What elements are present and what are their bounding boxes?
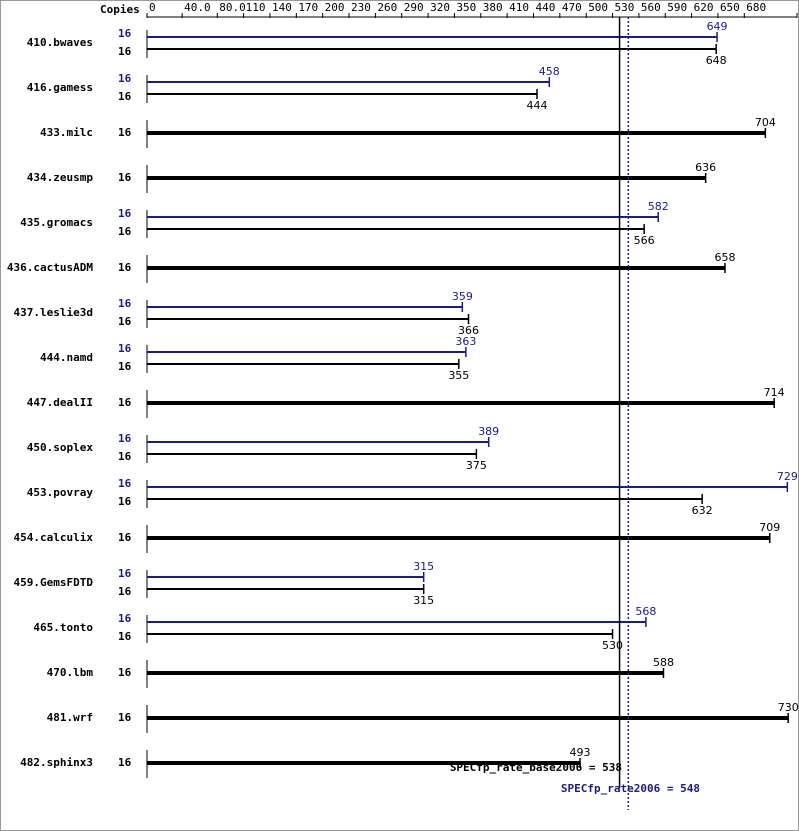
category-label: 433.milc xyxy=(40,126,93,139)
x-tick-label: 590 xyxy=(667,1,687,14)
copies-label: 16 xyxy=(118,171,132,184)
x-tick-label: 440 xyxy=(535,1,555,14)
reference-label: SPECfp_rate_base2006 = 538 xyxy=(450,761,622,774)
copies-label: 16 xyxy=(118,72,132,85)
category-label: 447.dealII xyxy=(27,396,93,409)
value-label: 315 xyxy=(413,560,434,573)
x-tick-label: 260 xyxy=(377,1,397,14)
value-label: 730 xyxy=(778,701,799,714)
copies-header: Copies xyxy=(100,3,140,16)
value-label: 566 xyxy=(634,234,655,247)
x-tick-label: 350 xyxy=(456,1,476,14)
category-label: 437.leslie3d xyxy=(14,306,93,319)
copies-label: 16 xyxy=(118,756,132,769)
value-label: 568 xyxy=(635,605,656,618)
x-tick-label: 200 xyxy=(325,1,345,14)
copies-label: 16 xyxy=(118,261,132,274)
x-tick-label: 470 xyxy=(562,1,582,14)
x-tick-label: 80.0 xyxy=(219,1,246,14)
value-label: 588 xyxy=(653,656,674,669)
category-label: 470.lbm xyxy=(47,666,94,679)
copies-label: 16 xyxy=(118,45,132,58)
value-label: 658 xyxy=(714,251,735,264)
value-label: 704 xyxy=(755,116,776,129)
x-tick-label: 320 xyxy=(430,1,450,14)
x-tick-label: 560 xyxy=(641,1,661,14)
copies-label: 16 xyxy=(118,450,132,463)
value-label: 493 xyxy=(570,746,591,759)
category-label: 436.cactusADM xyxy=(7,261,93,274)
category-label: 434.zeusmp xyxy=(27,171,94,184)
category-label: 416.gamess xyxy=(27,81,93,94)
copies-label: 16 xyxy=(118,531,132,544)
value-label: 359 xyxy=(452,290,473,303)
copies-label: 16 xyxy=(118,90,132,103)
copies-label: 16 xyxy=(118,342,132,355)
category-label: 435.gromacs xyxy=(20,216,93,229)
category-label: 450.soplex xyxy=(27,441,94,454)
copies-label: 16 xyxy=(118,585,132,598)
x-tick-label: 530 xyxy=(615,1,635,14)
x-tick-label: 290 xyxy=(404,1,424,14)
copies-label: 16 xyxy=(118,477,132,490)
copies-label: 16 xyxy=(118,711,132,724)
copies-label: 16 xyxy=(118,360,132,373)
category-label: 444.namd xyxy=(40,351,93,364)
copies-label: 16 xyxy=(118,207,132,220)
copies-label: 16 xyxy=(118,612,132,625)
x-tick-label: 380 xyxy=(483,1,503,14)
copies-label: 16 xyxy=(118,630,132,643)
value-label: 582 xyxy=(648,200,669,213)
copies-label: 16 xyxy=(118,126,132,139)
value-label: 458 xyxy=(539,65,560,78)
x-tick-label: 620 xyxy=(694,1,714,14)
value-label: 648 xyxy=(706,54,727,67)
value-label: 363 xyxy=(455,335,476,348)
copies-label: 16 xyxy=(118,432,132,445)
copies-label: 16 xyxy=(118,567,132,580)
value-label: 375 xyxy=(466,459,487,472)
copies-label: 16 xyxy=(118,225,132,238)
copies-label: 16 xyxy=(118,495,132,508)
copies-label: 16 xyxy=(118,27,132,40)
category-label: 459.GemsFDTD xyxy=(14,576,94,589)
x-tick-label: 40.0 xyxy=(184,1,211,14)
value-label: 729 xyxy=(777,470,798,483)
category-label: 482.sphinx3 xyxy=(20,756,93,769)
x-tick-label: 230 xyxy=(351,1,371,14)
x-tick-label: 0 xyxy=(149,1,156,14)
value-label: 636 xyxy=(695,161,716,174)
copies-label: 16 xyxy=(118,297,132,310)
reference-label: SPECfp_rate2006 = 548 xyxy=(561,782,700,795)
value-label: 649 xyxy=(707,20,728,33)
x-tick-label: 170 xyxy=(298,1,318,14)
x-tick-label: 650 xyxy=(720,1,740,14)
category-label: 481.wrf xyxy=(47,711,93,724)
category-label: 453.povray xyxy=(27,486,94,499)
value-label: 709 xyxy=(759,521,780,534)
x-tick-label: 140 xyxy=(272,1,292,14)
value-label: 355 xyxy=(448,369,469,382)
category-label: 454.calculix xyxy=(14,531,94,544)
x-tick-label: 110 xyxy=(246,1,266,14)
value-label: 632 xyxy=(692,504,713,517)
value-label: 366 xyxy=(458,324,479,337)
value-label: 444 xyxy=(527,99,548,112)
x-tick-label: 680 xyxy=(746,1,766,14)
category-label: 410.bwaves xyxy=(27,36,93,49)
value-label: 714 xyxy=(764,386,785,399)
copies-label: 16 xyxy=(118,666,132,679)
x-tick-label: 500 xyxy=(588,1,608,14)
value-label: 315 xyxy=(413,594,434,607)
category-label: 465.tonto xyxy=(33,621,93,634)
copies-label: 16 xyxy=(118,396,132,409)
value-label: 530 xyxy=(602,639,623,652)
value-label: 389 xyxy=(478,425,499,438)
copies-label: 16 xyxy=(118,315,132,328)
x-tick-label: 410 xyxy=(509,1,529,14)
